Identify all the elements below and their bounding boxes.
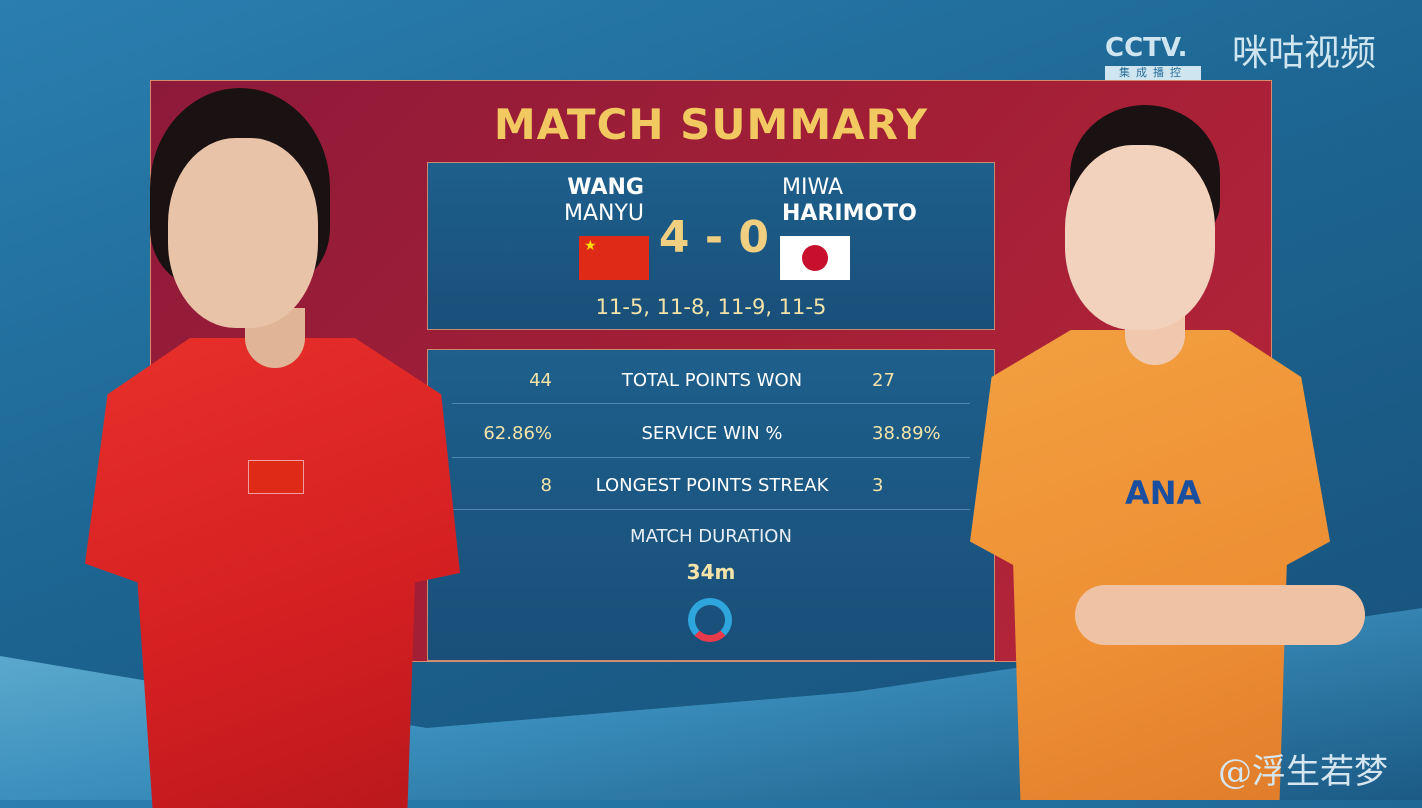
watermark: @浮生若梦 bbox=[1218, 752, 1388, 792]
player2-last-name: HARIMOTO bbox=[782, 201, 917, 226]
stat-p2-value: 27 bbox=[872, 370, 895, 391]
stat-row: 62.86% SERVICE WIN % 38.89% bbox=[452, 421, 970, 447]
game-scores: 11-5, 11-8, 11-9, 11-5 bbox=[595, 295, 827, 319]
stat-p1-value: 8 bbox=[540, 475, 552, 496]
stat-label: SERVICE WIN % bbox=[641, 423, 783, 444]
match-score: 4 - 0 bbox=[658, 212, 770, 263]
stat-label: TOTAL POINTS WON bbox=[621, 370, 803, 391]
china-flag-patch-icon bbox=[248, 460, 304, 494]
japan-flag-icon bbox=[780, 236, 850, 280]
player2-photo: ANA bbox=[965, 105, 1365, 800]
stat-p1-value: 62.86% bbox=[483, 423, 552, 444]
divider bbox=[452, 403, 970, 404]
sponsor-logo: ANA bbox=[1125, 474, 1202, 512]
stat-row: 8 LONGEST POINTS STREAK 3 bbox=[452, 473, 970, 499]
page-title: MATCH SUMMARY bbox=[493, 100, 929, 149]
score-box bbox=[427, 162, 995, 330]
stat-label: LONGEST POINTS STREAK bbox=[595, 475, 829, 496]
stat-p2-value: 38.89% bbox=[872, 423, 941, 444]
stat-p1-value: 44 bbox=[529, 370, 552, 391]
player1-first-name: WANG bbox=[567, 175, 644, 200]
event-logo-icon bbox=[688, 598, 732, 642]
player1-last-name: MANYU bbox=[563, 201, 644, 226]
divider bbox=[452, 509, 970, 510]
china-flag-icon: ★ bbox=[579, 236, 649, 280]
migu-logo: 咪咕视频 bbox=[1232, 33, 1377, 74]
stat-p2-value: 3 bbox=[872, 475, 884, 496]
duration-label: MATCH DURATION bbox=[630, 526, 792, 547]
cctv-subtitle: 集成播控 bbox=[1105, 66, 1201, 80]
stat-row: 44 TOTAL POINTS WON 27 bbox=[452, 368, 970, 394]
duration-value: 34m bbox=[686, 560, 736, 584]
cctv-logo: CCTV. bbox=[1105, 33, 1188, 63]
player2-first-name: MIWA bbox=[782, 175, 844, 200]
divider bbox=[452, 457, 970, 458]
player1-photo bbox=[80, 88, 470, 808]
